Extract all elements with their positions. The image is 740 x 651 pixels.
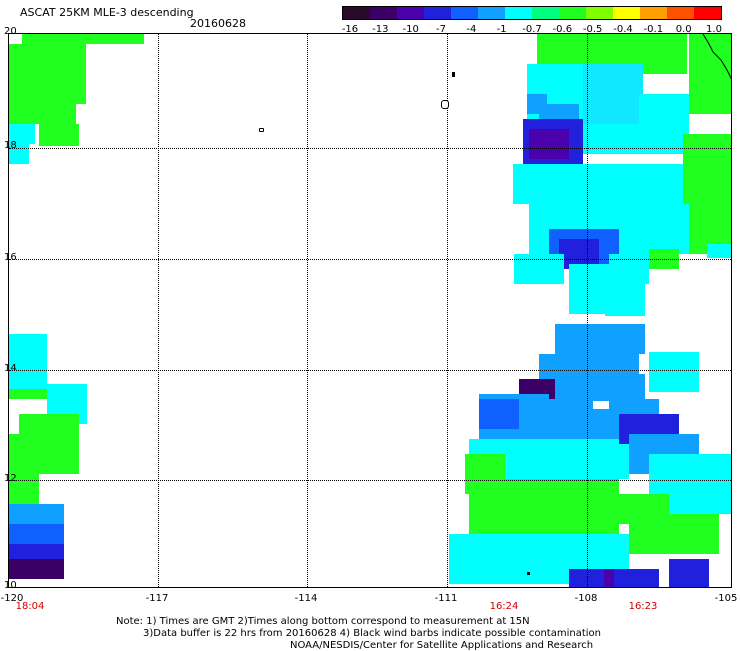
wind-cell <box>499 554 579 584</box>
colorbar <box>342 6 722 20</box>
wind-cell <box>629 514 719 554</box>
footnote-line-2: 3)Data buffer is 22 hrs from 20160628 4)… <box>143 628 601 639</box>
island-outline <box>452 72 455 77</box>
grid-line-lat <box>9 259 731 260</box>
wind-cell <box>39 124 79 146</box>
lat-label: 12 <box>4 473 17 484</box>
colorbar-tick-label: -0.4 <box>613 24 633 35</box>
grid-line-lat <box>9 480 731 481</box>
wind-cell <box>479 399 519 429</box>
wind-cell <box>604 569 614 587</box>
colorbar-tick-label: -13 <box>372 24 389 35</box>
wind-cell <box>683 134 731 254</box>
wind-cell <box>605 270 645 316</box>
grid-line-lon <box>447 34 448 587</box>
wind-cell <box>669 559 709 587</box>
wind-cell <box>9 124 35 144</box>
lat-label: 14 <box>4 363 17 374</box>
wind-cell <box>9 524 64 544</box>
wind-cell <box>469 479 619 539</box>
colorbar-segment <box>370 7 397 19</box>
map-title: ASCAT 25KM MLE-3 descending <box>20 6 194 19</box>
wind-cell <box>513 164 683 204</box>
wind-cell <box>583 64 643 134</box>
lat-label: 16 <box>4 252 17 263</box>
wind-cell <box>569 569 659 587</box>
wind-cell <box>9 559 64 579</box>
colorbar-segment <box>478 7 505 19</box>
coastline <box>702 34 731 80</box>
footnote-line-3: NOAA/NESDIS/Center for Satellite Applica… <box>290 640 594 651</box>
lon-label: -111 <box>434 593 458 604</box>
island-outline <box>441 100 449 109</box>
wind-cell <box>9 334 47 394</box>
pass-time-label: 18:04 <box>15 601 45 612</box>
lat-label: 18 <box>4 140 17 151</box>
lon-label: -117 <box>145 593 169 604</box>
wind-cell <box>555 324 645 354</box>
wind-cell <box>9 389 47 399</box>
lon-label: -114 <box>294 593 318 604</box>
wind-cell <box>22 34 144 44</box>
colorbar-tick-label: 0.0 <box>675 24 692 35</box>
grid-line-lon <box>587 34 588 587</box>
colorbar-segment <box>694 7 721 19</box>
colorbar-tick-label: -10 <box>402 24 419 35</box>
colorbar-segment <box>397 7 424 19</box>
wind-cell <box>9 434 39 504</box>
wind-cell <box>593 401 609 409</box>
colorbar-tick-label: -0.1 <box>643 24 664 35</box>
wind-cell <box>639 94 689 134</box>
colorbar-tick-label: -0.7 <box>522 24 542 35</box>
map-date: 20160628 <box>190 17 246 30</box>
wind-cell <box>9 144 29 164</box>
grid-line-lat <box>9 148 731 149</box>
wind-cell <box>707 244 731 258</box>
pass-time-label: 16:24 <box>489 601 519 612</box>
colorbar-segment <box>343 7 370 19</box>
colorbar-segment <box>640 7 667 19</box>
colorbar-segment <box>532 7 559 19</box>
grid-line-lon <box>158 34 159 587</box>
wind-cell <box>9 44 86 104</box>
island-outline <box>259 128 264 132</box>
colorbar-segment <box>505 7 532 19</box>
lon-label: -108 <box>574 593 598 604</box>
colorbar-segment <box>586 7 613 19</box>
colorbar-segment <box>451 7 478 19</box>
wind-cell <box>569 289 609 314</box>
colorbar-tick-label: -4 <box>466 24 477 35</box>
lat-label: 20 <box>4 26 17 37</box>
colorbar-segment <box>559 7 586 19</box>
wind-cell <box>649 352 699 392</box>
colorbar-tick-label: -0.5 <box>582 24 603 35</box>
wind-barb-mark <box>527 572 530 575</box>
colorbar-tick-label: -16 <box>341 24 359 35</box>
colorbar-tick-label: -7 <box>436 24 446 35</box>
colorbar-tick-label: -1 <box>496 24 507 35</box>
colorbar-segment <box>424 7 451 19</box>
colorbar-tick-label: -0.6 <box>552 24 573 35</box>
grid-line-lat <box>9 370 731 371</box>
wind-cell <box>9 104 76 124</box>
wind-cell <box>529 129 569 159</box>
map-panel <box>8 33 732 588</box>
colorbar-segment <box>613 7 640 19</box>
lat-label: 10 <box>4 580 17 591</box>
lon-label: -120 <box>0 593 24 604</box>
wind-cell <box>689 34 731 114</box>
pass-time-label: 16:23 <box>628 601 658 612</box>
grid-line-lon <box>307 34 308 587</box>
lon-label: -105 <box>714 593 738 604</box>
colorbar-tick-label: 1.0 <box>706 24 722 35</box>
footnote-line-1: Note: 1) Times are GMT 2)Times along bot… <box>116 616 530 627</box>
colorbar-segment <box>667 7 694 19</box>
